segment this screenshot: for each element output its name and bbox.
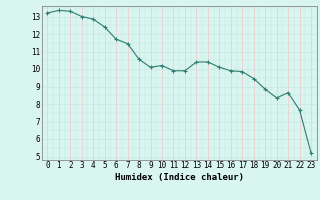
X-axis label: Humidex (Indice chaleur): Humidex (Indice chaleur) <box>115 173 244 182</box>
